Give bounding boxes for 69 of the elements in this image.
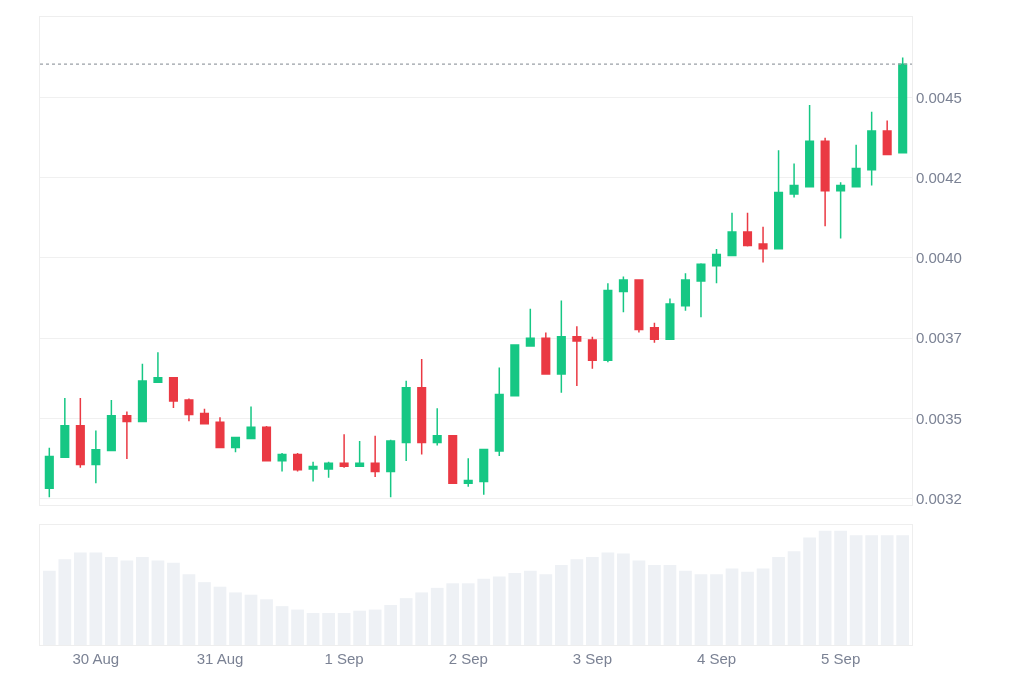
candlestick bbox=[75, 397, 85, 469]
y-tick-label: 0.0042 bbox=[916, 168, 962, 186]
candlestick bbox=[898, 56, 908, 154]
candlestick bbox=[401, 380, 411, 462]
candlestick bbox=[742, 212, 753, 248]
x-tick-label: 30 Aug bbox=[72, 650, 120, 667]
candlestick bbox=[370, 434, 380, 478]
candlestick bbox=[137, 362, 147, 423]
candlestick bbox=[308, 460, 318, 483]
candlestick bbox=[696, 262, 706, 318]
candlestick bbox=[230, 436, 241, 454]
candlestick bbox=[261, 425, 272, 462]
candlestick bbox=[168, 377, 178, 409]
candlestick bbox=[525, 308, 535, 347]
candlestick bbox=[603, 282, 613, 363]
candlestick bbox=[851, 144, 861, 188]
candlestick bbox=[463, 457, 473, 488]
x-tick-label: 5 Sep bbox=[821, 650, 861, 667]
candlestick bbox=[324, 460, 334, 479]
candlestick bbox=[339, 433, 349, 469]
candlestick bbox=[711, 248, 722, 284]
y-tick-label: 0.0037 bbox=[916, 329, 962, 347]
candlestick bbox=[665, 297, 675, 341]
candlestick bbox=[774, 149, 784, 250]
candlestick bbox=[727, 212, 737, 257]
x-tick-label: 4 Sep bbox=[696, 650, 737, 667]
candlestick bbox=[618, 275, 628, 314]
candlestick bbox=[432, 407, 442, 447]
candlestick bbox=[867, 110, 877, 187]
x-tick-label: 3 Sep bbox=[572, 650, 612, 667]
candlestick bbox=[91, 429, 101, 484]
candlestick bbox=[789, 162, 799, 199]
candlestick bbox=[479, 448, 489, 496]
x-tick-label: 31 Aug bbox=[196, 650, 244, 667]
candlestick bbox=[184, 397, 194, 422]
candlestick bbox=[758, 225, 768, 264]
candlestick bbox=[293, 452, 303, 473]
candlestick bbox=[417, 358, 427, 456]
candlestick bbox=[680, 272, 691, 312]
candlestick bbox=[836, 181, 846, 240]
x-tick-label: 2 Sep bbox=[448, 650, 488, 667]
y-tick-label: 0.0045 bbox=[916, 88, 962, 106]
candlestick bbox=[199, 407, 210, 425]
candlestick bbox=[60, 397, 70, 458]
candlestick bbox=[541, 331, 551, 375]
x-tick-label: 1 Sep bbox=[324, 650, 364, 667]
candlestick bbox=[510, 344, 520, 397]
candlestick bbox=[634, 279, 644, 334]
candlestick bbox=[106, 399, 116, 452]
candlestick bbox=[587, 336, 597, 370]
candlestick bbox=[448, 434, 458, 484]
y-tick-label: 0.0032 bbox=[916, 489, 962, 507]
candlestick bbox=[556, 299, 566, 394]
candlestick bbox=[277, 452, 287, 473]
y-tick-label: 0.0035 bbox=[916, 409, 962, 427]
candlestick bbox=[572, 325, 582, 387]
candlestick bbox=[122, 410, 132, 460]
candlestick bbox=[494, 366, 504, 457]
candlestick bbox=[215, 416, 225, 449]
candlestick bbox=[882, 119, 892, 156]
candlestick bbox=[355, 440, 365, 467]
candlestick bbox=[386, 439, 396, 499]
candlestick bbox=[820, 136, 830, 228]
candlestick bbox=[649, 321, 659, 344]
y-tick-label: 0.0040 bbox=[916, 249, 962, 267]
candlestick bbox=[153, 351, 163, 384]
candlestick bbox=[805, 104, 815, 188]
candlestick bbox=[44, 447, 54, 499]
candlestick bbox=[246, 405, 256, 440]
